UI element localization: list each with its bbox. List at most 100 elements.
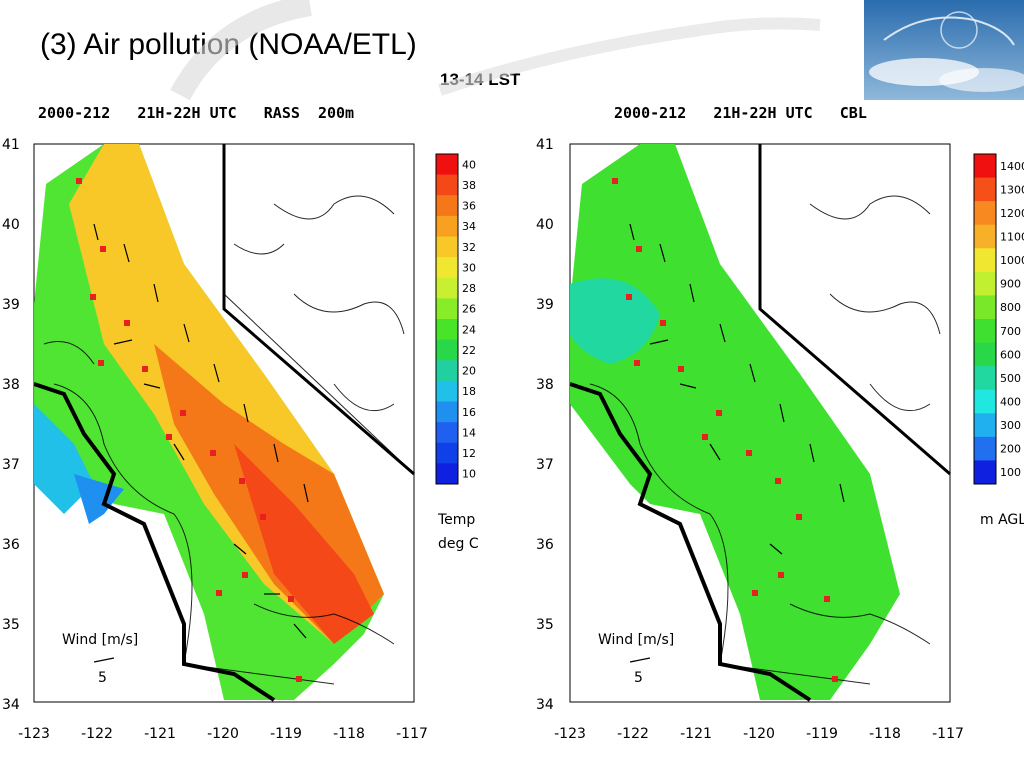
colorbar-swatch [974, 271, 996, 296]
station-markers [76, 178, 302, 682]
wind-legend: Wind [m/s] 5 [62, 632, 138, 686]
state-border [758, 144, 951, 476]
colorbar-tick-label: 12 [462, 447, 476, 460]
colorbar-tick-label: 34 [462, 220, 476, 233]
x-axis-labels: -123 -122 -121 -120 -119 -118 -117 [554, 726, 964, 742]
colorbar-tick-label: 24 [462, 323, 476, 336]
svg-text:-118: -118 [333, 726, 365, 742]
coastline [33, 382, 276, 702]
colorbar-tick-label: 16 [462, 406, 476, 419]
colorbar-swatch [436, 154, 458, 176]
colorbar-tick-label: 1200 [1000, 207, 1024, 220]
colorbar-tick-label: 500 [1000, 372, 1021, 385]
wind-vectors [93, 223, 309, 639]
colorbar-tick-label: 900 [1000, 278, 1021, 291]
colorbar-swatch [436, 339, 458, 361]
colorbar-tick-label: 40 [462, 158, 476, 171]
colorbar-tick-label: 600 [1000, 348, 1021, 361]
colorbar-tick-label: 36 [462, 200, 476, 213]
coastline [569, 382, 812, 702]
colorbar-swatch [436, 174, 458, 196]
svg-text:-119: -119 [270, 726, 302, 742]
colorbar-tick-label: 38 [462, 179, 476, 192]
svg-text:34: 34 [2, 697, 20, 713]
colorbar-swatch [974, 342, 996, 367]
colorbar-swatch [974, 177, 996, 202]
colorbar-swatch [974, 366, 996, 391]
svg-text:36: 36 [536, 537, 554, 553]
colorbar-swatch [436, 215, 458, 237]
x-axis-labels: -123 -122 -121 -120 -119 -118 -117 [18, 726, 428, 742]
svg-text:-120: -120 [743, 726, 775, 742]
colorbar-title-rass: Temp [437, 512, 475, 528]
svg-text:37: 37 [2, 457, 20, 473]
map-panel-rass: Wind [m/s] 5 41 40 39 38 37 36 35 34 -12… [2, 137, 479, 742]
wind-legend-scale: 5 [634, 670, 643, 686]
svg-text:-120: -120 [207, 726, 239, 742]
colorbar-tick-label: 30 [462, 261, 476, 274]
colorbar-swatch [974, 201, 996, 226]
svg-text:-123: -123 [554, 726, 586, 742]
colorbar-tick-label: 1300 [1000, 183, 1024, 196]
wind-legend-scale: 5 [98, 670, 107, 686]
colorbar-tick-label: 1000 [1000, 254, 1024, 267]
svg-text:-117: -117 [396, 726, 428, 742]
colorbar-unit-rass: deg C [438, 536, 479, 552]
colorbar-swatch [436, 277, 458, 299]
svg-text:-122: -122 [81, 726, 113, 742]
colorbar-swatch [974, 295, 996, 320]
colorbar-title-cbl: m AGL [980, 512, 1024, 528]
colorbar-swatch [436, 442, 458, 464]
colorbar-swatch [974, 460, 996, 485]
colorbar-tick-label: 100 [1000, 466, 1021, 479]
colorbar-swatch [436, 195, 458, 217]
colorbar-tick-label: 200 [1000, 443, 1021, 456]
colorbar-tick-label: 22 [462, 344, 476, 357]
colorbar-tick-label: 400 [1000, 396, 1021, 409]
svg-text:40: 40 [2, 217, 20, 233]
svg-text:35: 35 [536, 617, 554, 633]
colorbar-tick-label: 10 [462, 468, 476, 481]
wind-vectors [629, 223, 845, 555]
colorbar-tick-label: 20 [462, 365, 476, 378]
svg-text:-121: -121 [680, 726, 712, 742]
svg-text:-122: -122 [617, 726, 649, 742]
colorbar-swatch [974, 224, 996, 249]
svg-text:35: 35 [2, 617, 20, 633]
colorbar-tick-label: 18 [462, 385, 476, 398]
map-header-cbl: 2000-212 21H-22H UTC CBL [614, 104, 867, 122]
colorbar-swatch [436, 257, 458, 279]
map-plot-area: Wind [m/s] 5 [33, 143, 415, 703]
colorbar-tick-label: 28 [462, 282, 476, 295]
svg-text:-119: -119 [806, 726, 838, 742]
svg-text:38: 38 [2, 377, 20, 393]
colorbar-swatch [436, 319, 458, 341]
svg-text:38: 38 [536, 377, 554, 393]
colorbar-swatch [436, 401, 458, 423]
colorbar-cbl: 1400 1300 1200 1100 1000 900 800 700 600 500 400 30… [973, 153, 1024, 485]
svg-text:34: 34 [536, 697, 554, 713]
colorbar-swatch [974, 413, 996, 438]
colorbar-swatch [974, 436, 996, 461]
svg-text:-117: -117 [932, 726, 964, 742]
svg-text:-121: -121 [144, 726, 176, 742]
colorbar-tick-label: 300 [1000, 419, 1021, 432]
svg-text:36: 36 [2, 537, 20, 553]
colorbar-swatch [436, 298, 458, 320]
svg-text:41: 41 [536, 137, 554, 153]
colorbar-tick-label: 32 [462, 241, 476, 254]
state-border [222, 144, 415, 476]
wind-legend-label: Wind [m/s] [62, 632, 138, 648]
colorbar-swatch [974, 154, 996, 179]
colorbar-tick-label: 1100 [1000, 231, 1024, 244]
svg-text:41: 41 [2, 137, 20, 153]
colorbar-swatch [974, 248, 996, 273]
colorbar-swatch [436, 380, 458, 402]
y-axis-labels: 41 40 39 38 37 36 35 34 [536, 137, 554, 713]
watermark-swirl [170, 0, 821, 100]
map-header-rass: 2000-212 21H-22H UTC RASS 200m [38, 104, 355, 122]
svg-text:37: 37 [536, 457, 554, 473]
colorbar-tick-label: 14 [462, 426, 476, 439]
y-axis-labels: 41 40 39 38 37 36 35 34 [2, 137, 20, 713]
colorbar-swatch [436, 360, 458, 382]
